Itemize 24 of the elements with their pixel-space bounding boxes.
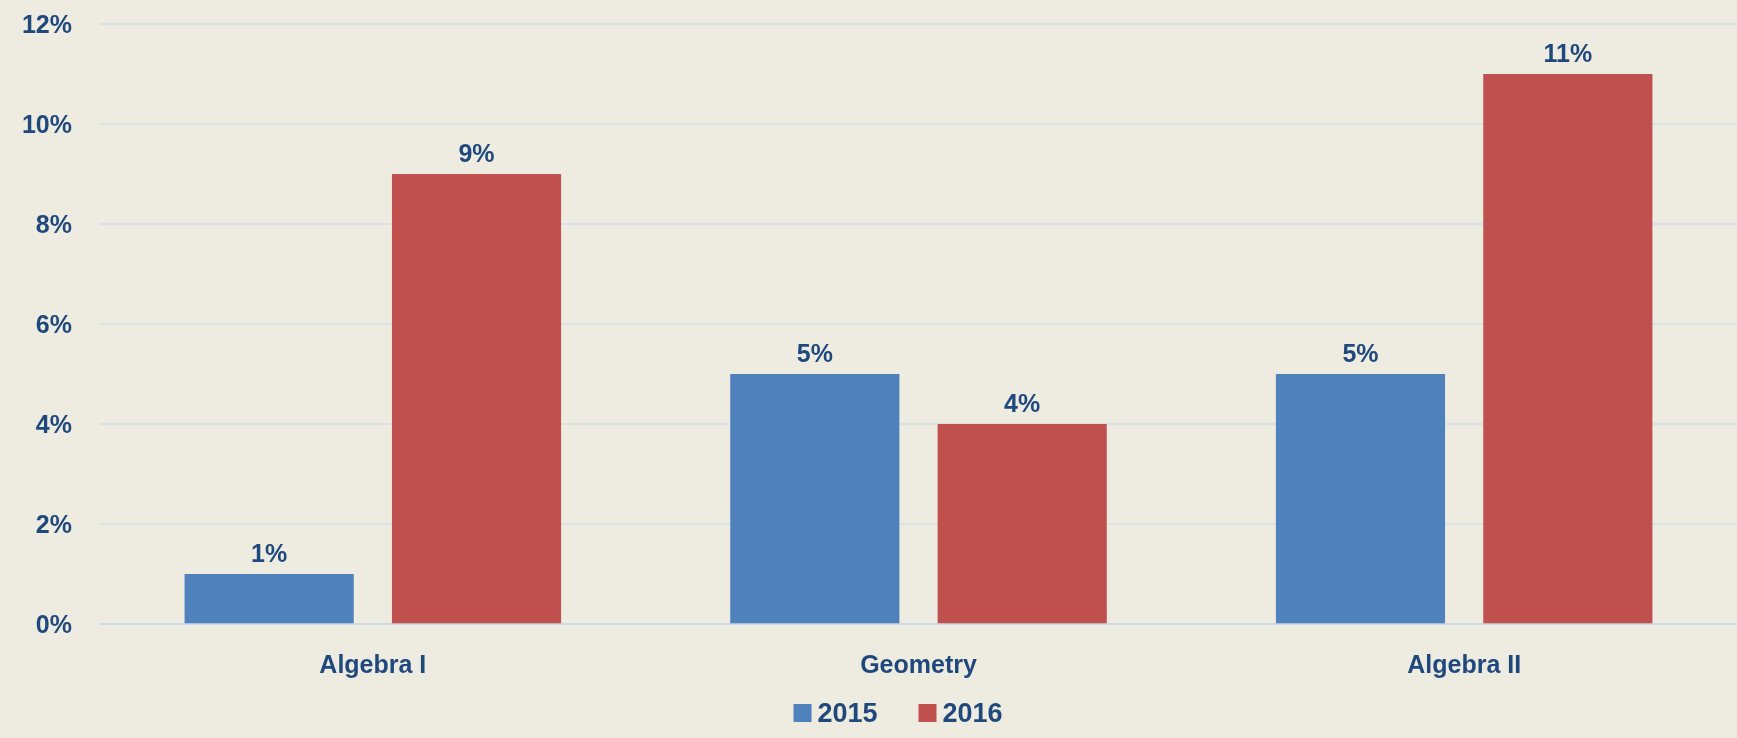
y-tick-label: 6%	[35, 310, 72, 338]
data-label: 4%	[1004, 389, 1041, 417]
y-tick-label: 2%	[35, 510, 72, 538]
data-label: 5%	[1342, 339, 1379, 367]
x-tick-label: Geometry	[860, 650, 977, 678]
bar	[1483, 74, 1653, 624]
bar	[391, 174, 562, 624]
bar	[730, 374, 900, 624]
bar	[1275, 374, 1446, 624]
data-label: 5%	[796, 339, 833, 367]
legend-label: 2016	[942, 698, 1003, 728]
data-label: 11%	[1543, 39, 1593, 67]
y-tick-label: 0%	[35, 610, 72, 638]
data-label: 9%	[458, 139, 495, 167]
bar	[184, 574, 354, 624]
bar	[937, 424, 1107, 624]
data-label: 1%	[251, 539, 288, 567]
y-tick-label: 8%	[35, 210, 72, 238]
x-tick-label: Algebra I	[319, 650, 427, 678]
legend-label: 2015	[817, 698, 878, 728]
x-tick-label: Algebra II	[1407, 650, 1522, 678]
y-tick-label: 4%	[35, 410, 72, 438]
y-tick-label: 12%	[21, 10, 72, 38]
y-tick-label: 10%	[21, 110, 72, 138]
